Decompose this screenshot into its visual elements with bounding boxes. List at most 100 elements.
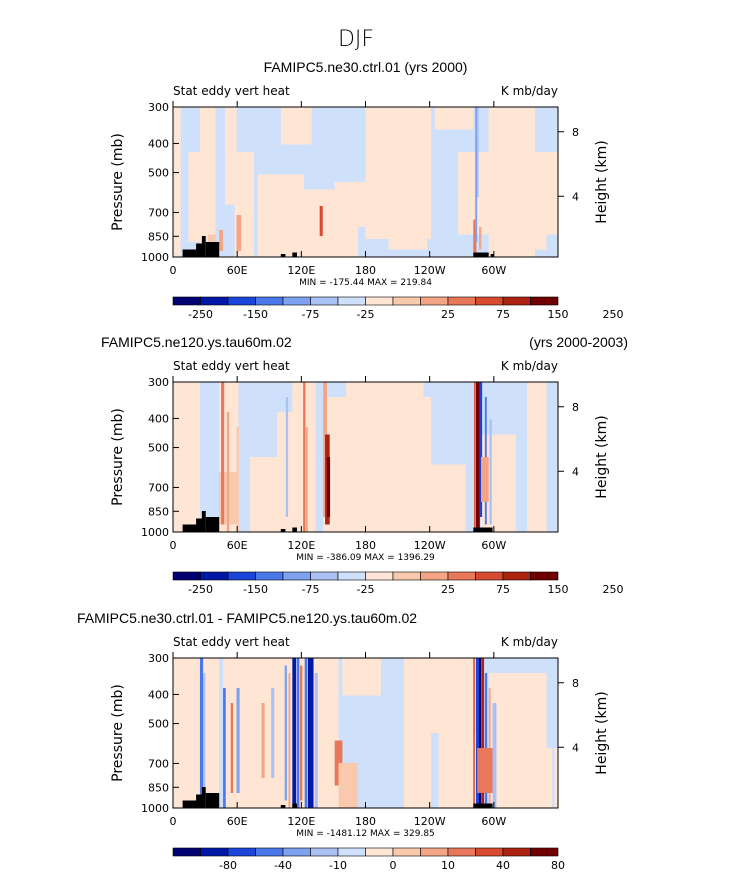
- contour-region: [489, 419, 492, 525]
- x-tick-label: 0: [170, 264, 177, 277]
- contour-region: [219, 230, 224, 251]
- y2-tick-label: 8: [572, 126, 579, 139]
- x-tick-label: 0: [170, 815, 177, 828]
- terrain-block: [473, 252, 489, 257]
- terrain-block: [201, 511, 206, 532]
- y-axis-label: Pressure (mb): [110, 684, 126, 782]
- left-string: Stat eddy vert heat: [173, 359, 290, 373]
- colorbar-swatch: [337, 847, 366, 857]
- contour-region: [223, 688, 226, 808]
- colorbar-swatch: [475, 847, 504, 857]
- x-tick-label: 60E: [227, 539, 248, 552]
- contour-region: [226, 412, 230, 532]
- colorbar-label: 0: [390, 859, 397, 872]
- colorbar-swatch: [502, 847, 531, 857]
- contour-region: [477, 748, 493, 793]
- right-string: K mb/day: [501, 84, 558, 98]
- contour-region: [203, 673, 206, 793]
- colorbar-label: -150: [243, 308, 268, 321]
- panel-3: FAMIPC5.ne30.ctrl.01 - FAMIPC5.ne120.ys.…: [77, 610, 610, 872]
- colorbar-label: -10: [329, 859, 347, 872]
- x-tick-label: 120W: [414, 264, 446, 277]
- y2-axis-label: Height (km): [594, 415, 610, 498]
- colorbar-swatch: [365, 571, 394, 581]
- y-tick-label: 400: [148, 137, 169, 150]
- contour-region: [280, 107, 312, 145]
- panel-2: FAMIPC5.ne120.ys.tau60m.02 (yrs 2000-2003…: [101, 334, 628, 596]
- colorbar-swatch: [227, 847, 256, 857]
- colorbar-label: -25: [357, 308, 375, 321]
- y-tick-label: 500: [148, 167, 169, 180]
- colorbar-swatch: [530, 296, 559, 306]
- contour-region: [507, 189, 547, 250]
- terrain-block: [292, 803, 297, 808]
- colorbar-swatch: [227, 571, 256, 581]
- contour-region: [319, 206, 323, 236]
- colorbar-swatch: [310, 296, 339, 306]
- colorbar-swatch: [337, 571, 366, 581]
- y-tick-label: 850: [148, 230, 169, 243]
- contour-region: [477, 107, 479, 197]
- left-string: Stat eddy vert heat: [173, 635, 290, 649]
- colorbar-swatch: [172, 296, 201, 306]
- y2-tick-label: 8: [572, 677, 579, 690]
- colorbar-swatch: [447, 296, 476, 306]
- x-tick-label: 180: [355, 264, 376, 277]
- figure-suptitle: DJF: [338, 27, 374, 52]
- colorbar-swatch: [447, 571, 476, 581]
- contour-region: [475, 658, 480, 808]
- contour-region: [327, 457, 331, 517]
- contour-region: [538, 748, 558, 808]
- x-tick-label: 180: [355, 539, 376, 552]
- min-max-label: MIN = -1481.12 MAX = 329.85: [296, 829, 435, 839]
- x-tick-label: 120E: [287, 539, 315, 552]
- x-tick-label: 60E: [227, 815, 248, 828]
- x-tick-label: 0: [170, 539, 177, 552]
- colorbar-swatch: [502, 296, 531, 306]
- colorbar-swatch: [420, 296, 449, 306]
- contour-region: [473, 658, 475, 808]
- contour-region: [481, 658, 485, 808]
- colorbar-label: -250: [188, 583, 213, 596]
- terrain-block: [205, 242, 220, 257]
- colorbar-label: 25: [441, 308, 455, 321]
- colorbar-swatch: [200, 571, 229, 581]
- colorbar-swatch: [530, 571, 559, 581]
- colorbar-label: 250: [603, 583, 624, 596]
- colorbar-swatch: [420, 847, 449, 857]
- y-tick-label: 700: [148, 481, 169, 494]
- contour-region: [199, 107, 216, 257]
- y-tick-label: 300: [148, 376, 169, 389]
- contour-region: [236, 427, 239, 532]
- terrain-block: [196, 794, 204, 808]
- colorbar-label: 150: [548, 583, 569, 596]
- colorbar-label: -40: [274, 859, 292, 872]
- contour-region: [173, 382, 200, 532]
- colorbar-swatch: [282, 296, 311, 306]
- contour-region: [224, 107, 237, 205]
- colorbar-swatch: [337, 296, 366, 306]
- terrain-block: [292, 252, 297, 257]
- colorbar-label: -250: [188, 308, 213, 321]
- colorbar-swatch: [392, 847, 421, 857]
- colorbar-label: -75: [302, 583, 320, 596]
- contour-region: [492, 703, 497, 808]
- contour-region: [285, 397, 289, 517]
- terrain-block: [196, 243, 204, 257]
- contour-region: [307, 658, 314, 808]
- contour-region: [300, 665, 303, 801]
- terrain-block: [201, 787, 206, 808]
- colorbar-swatch: [227, 296, 256, 306]
- panel-left-title: FAMIPC5.ne120.ys.tau60m.02: [101, 334, 292, 350]
- colorbar-label: -80: [219, 859, 237, 872]
- colorbar-swatch: [365, 296, 394, 306]
- colorbar-swatch: [420, 571, 449, 581]
- terrain-block: [473, 803, 493, 808]
- terrain-block: [182, 524, 202, 532]
- x-tick-label: 120E: [287, 815, 315, 828]
- colorbar-swatch: [255, 571, 284, 581]
- y-tick-label: 1000: [141, 802, 169, 815]
- colorbar-swatch: [200, 296, 229, 306]
- y-tick-label: 850: [148, 505, 169, 518]
- terrain-block: [490, 254, 494, 257]
